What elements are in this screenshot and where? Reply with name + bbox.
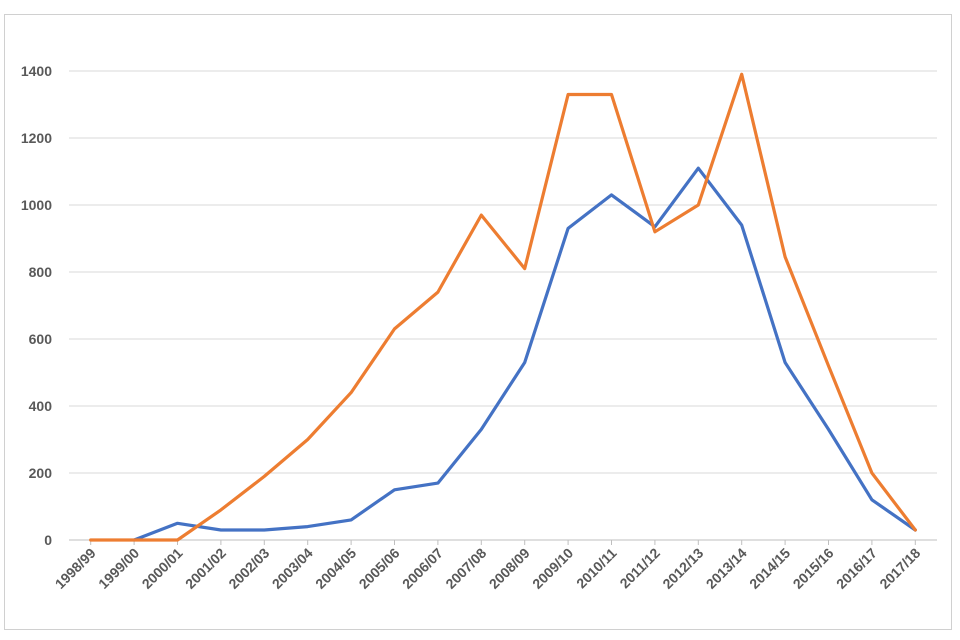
x-tick-label: 2003/04 [269,545,316,592]
y-tick-label: 1000 [21,197,52,213]
x-tick-label: 2007/08 [442,545,489,592]
x-tick-label: 2008/09 [486,545,533,592]
x-tick-label: 1998/99 [52,545,99,592]
x-tick-label: 2009/10 [529,545,576,592]
y-tick-label: 400 [29,398,53,414]
series-line-2 [89,72,917,542]
x-tick-label: 2012/13 [659,545,706,592]
x-tick-label: 2016/17 [833,545,880,592]
x-tick-label: 2011/12 [616,545,663,592]
y-tick-label: 200 [29,465,53,481]
x-tick-label: 2002/03 [225,545,272,592]
x-tick-label: 2006/07 [399,545,446,592]
x-tick-label: 2005/06 [356,545,403,592]
chart-frame [4,14,952,630]
x-tick-label: 1999/00 [95,545,142,592]
x-tick-label: 2014/15 [746,545,793,592]
y-tick-label: 600 [29,331,53,347]
grid-lines [69,70,937,541]
series-line-1 [132,166,917,542]
x-tick-label: 2001/02 [182,545,229,592]
y-tick-label: 0 [44,532,52,548]
y-axis-ticks: 0 200 400 600 800 1000 1200 1400 [21,63,52,548]
x-tick-label: 2017/18 [876,545,923,592]
x-tick-label: 2015/16 [790,545,837,592]
x-tick-label: 2013/14 [703,545,750,592]
x-tick-label: 2004/05 [312,545,359,592]
y-tick-label: 1200 [21,130,52,146]
x-tick-label: 2010/11 [573,545,620,592]
x-tick-label: 2000/01 [139,545,186,592]
y-tick-label: 1400 [21,63,52,79]
series-lines [89,72,917,542]
y-tick-label: 800 [29,264,53,280]
x-axis-ticks: 1998/991999/002000/012001/022002/032003/… [52,540,924,592]
